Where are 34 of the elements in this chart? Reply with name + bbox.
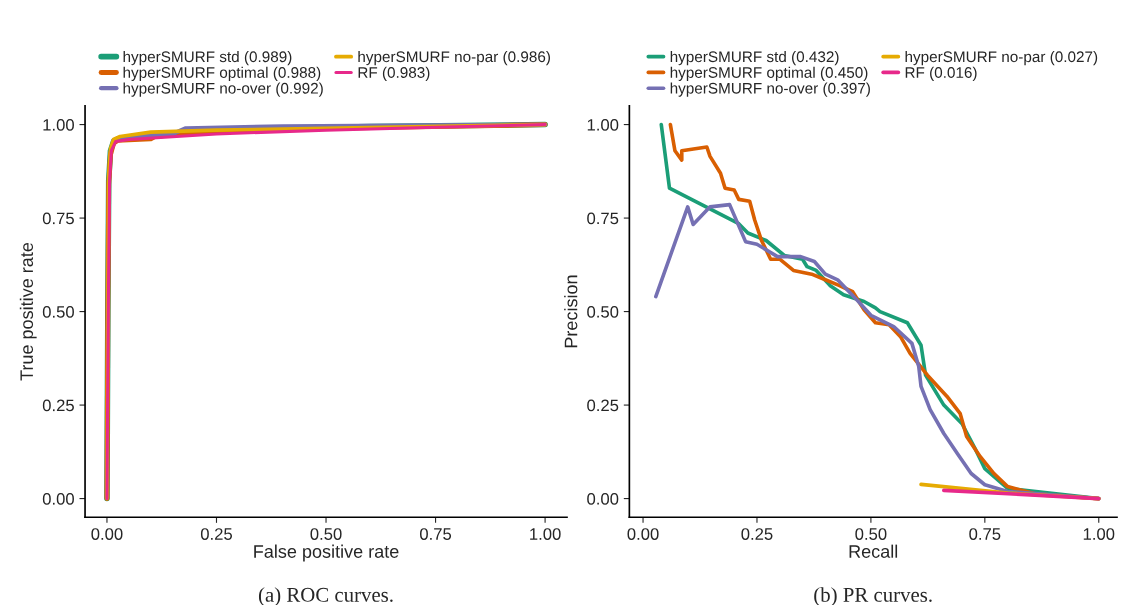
x-tick-label: 0.50	[310, 528, 342, 540]
y-tick-label: 0.50	[42, 305, 74, 318]
legend-label: hyperSMURF std (0.432)	[670, 50, 839, 66]
legend-label: RF (0.016)	[905, 66, 977, 81]
x-tick-label: 0.25	[200, 528, 233, 540]
legend-label: hyperSMURF no-par (0.027)	[905, 50, 1098, 66]
y-tick-label: 0.50	[587, 305, 619, 318]
y-axis-title: Precision	[564, 275, 578, 348]
x-tick-label: 0.75	[419, 528, 452, 540]
legend-label: hyperSMURF std (0.989)	[123, 50, 292, 66]
x-tick-label: 0.75	[969, 528, 1001, 540]
y-tick-label: 0.25	[587, 399, 619, 412]
x-axis-title: False positive rate	[254, 544, 399, 562]
legend-label: hyperSMURF optimal (0.450)	[670, 66, 868, 81]
y-tick-label: 1.00	[43, 118, 74, 131]
x-tick-label: 1.00	[530, 528, 561, 540]
legend-label: RF (0.983)	[358, 66, 430, 81]
x-tick-label: 1.00	[1083, 528, 1115, 540]
y-axis-title: True positive rate	[19, 242, 37, 381]
x-tick-label: 0.25	[741, 528, 773, 540]
x-tick-label: 0.00	[627, 528, 659, 540]
x-tick-label: 0.00	[91, 528, 123, 540]
y-tick-label: 0.00	[42, 492, 74, 505]
legend-label: hyperSMURF optimal (0.988)	[123, 66, 321, 81]
x-tick-label: 0.50	[855, 528, 887, 540]
x-axis-title: Recall	[849, 544, 898, 558]
y-tick-label: 0.25	[42, 399, 74, 412]
y-tick-label: 0.00	[587, 492, 619, 505]
y-tick-label: 0.75	[42, 212, 74, 225]
y-tick-label: 0.75	[587, 212, 619, 225]
legend-label: hyperSMURF no-over (0.992)	[123, 82, 323, 97]
legend-label: hyperSMURF no-over (0.397)	[670, 82, 870, 97]
legend-label: hyperSMURF no-par (0.986)	[358, 50, 550, 66]
y-tick-label: 1.00	[587, 118, 619, 131]
